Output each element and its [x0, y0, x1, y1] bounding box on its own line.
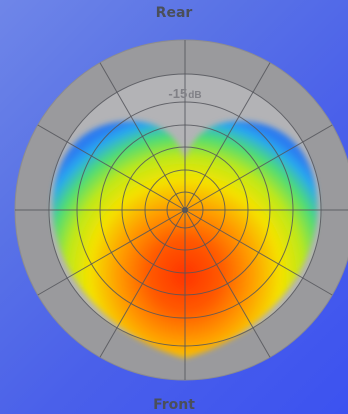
center-point: [182, 207, 188, 213]
polar-spokes: [15, 40, 348, 380]
grid-spoke: [184, 209, 333, 296]
rear-label: Rear: [155, 5, 193, 21]
grid-spoke: [37, 124, 186, 211]
grid-spoke: [184, 124, 333, 211]
grid-spoke: [184, 62, 271, 211]
front-label: Front: [153, 397, 195, 413]
grid-spoke: [99, 62, 186, 211]
grid-spoke: [37, 209, 186, 296]
grid-spoke: [99, 209, 186, 358]
grid-spoke: [184, 209, 271, 358]
ring-db-label: -15dB: [168, 86, 201, 101]
